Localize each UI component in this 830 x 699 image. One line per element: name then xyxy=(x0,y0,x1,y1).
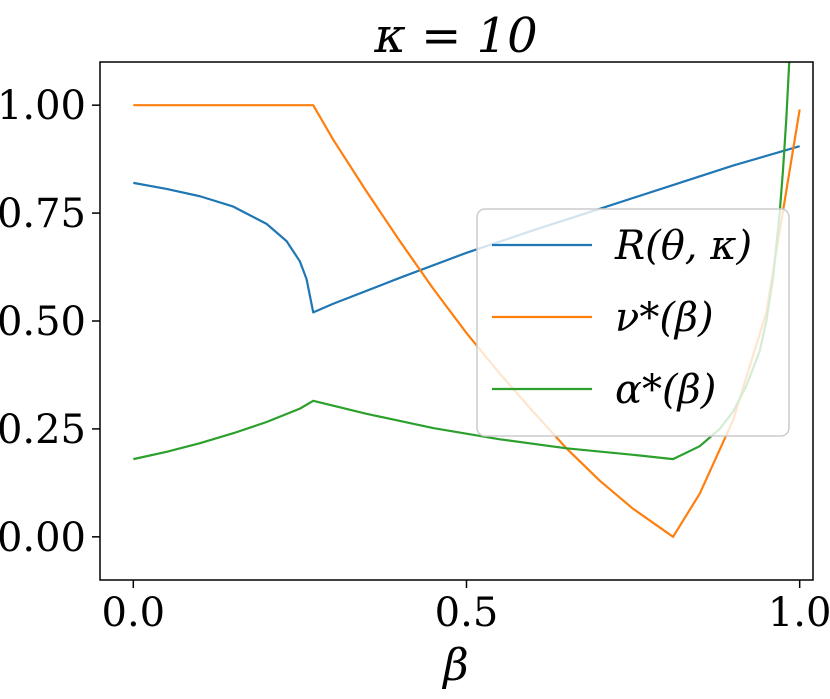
legend-label-2: α*(β) xyxy=(615,367,716,413)
x-tick-label-0: 0.0 xyxy=(102,590,166,636)
x-axis-label: β xyxy=(441,640,468,691)
legend-label-0: R(θ, κ) xyxy=(614,223,752,269)
x-tick-label-1: 0.5 xyxy=(435,590,499,636)
legend-frame xyxy=(476,208,790,437)
y-tick-label-0: 0.00 xyxy=(0,515,86,561)
y-tick-label-2: 0.50 xyxy=(0,299,86,345)
series-line-0 xyxy=(133,145,800,314)
legend-items: R(θ, κ) ν*(β) α*(β) xyxy=(492,223,752,413)
y-tick-label-1: 0.25 xyxy=(0,407,86,453)
y-tick-label-4: 1.00 xyxy=(0,83,86,129)
legend-label-1: ν*(β) xyxy=(615,295,714,341)
legend: R(θ, κ) ν*(β) α*(β) xyxy=(476,208,790,437)
x-axis: 0.0 0.5 1.0 xyxy=(102,580,830,636)
x-tick-label-2: 1.0 xyxy=(768,590,830,636)
y-tick-label-3: 0.75 xyxy=(0,191,86,237)
chart-title: κ = 10 xyxy=(373,8,537,64)
y-axis: 0.00 0.25 0.50 0.75 1.00 xyxy=(0,83,100,561)
